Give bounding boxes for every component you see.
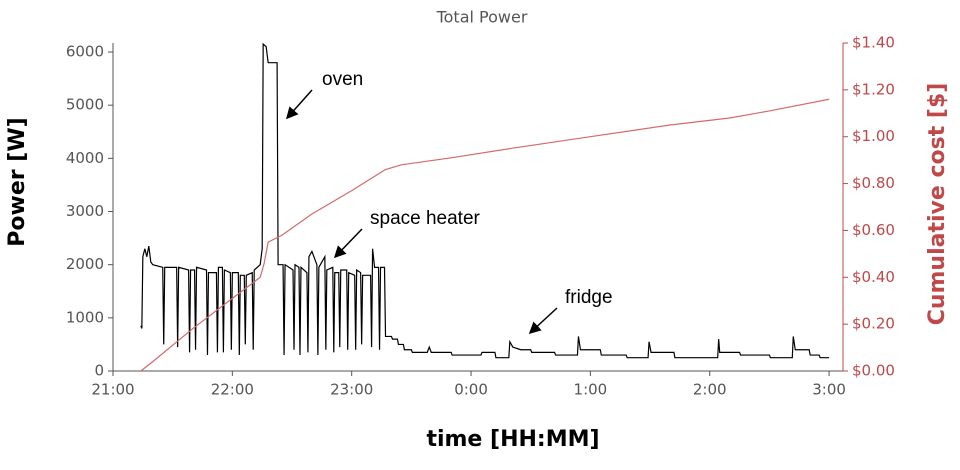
y2-tick-label: $0.00 <box>852 362 895 380</box>
y-axis-label: Power [W] <box>5 117 30 246</box>
y-tick-label: 4000 <box>66 149 104 167</box>
y2-tick-label: $0.80 <box>852 174 895 192</box>
annotation-arrow <box>528 307 558 335</box>
y2-tick-label: $0.60 <box>852 221 895 239</box>
x-tick-label: 22:00 <box>211 381 254 399</box>
y-tick-label: 2000 <box>66 255 104 273</box>
y-tick-label: 0 <box>94 362 104 380</box>
x-tick-label: 21:00 <box>91 381 134 399</box>
y-tick-label: 6000 <box>66 43 104 61</box>
series-line <box>140 42 830 359</box>
annotation: space heater <box>370 208 481 229</box>
x-tick-label: 0:00 <box>454 381 488 399</box>
y2-tick-label: $0.40 <box>852 268 895 286</box>
y-tick-label: 1000 <box>66 308 104 326</box>
y-tick-label: 5000 <box>66 96 104 114</box>
annotation-arrow <box>333 228 363 259</box>
x-tick-label: 2:00 <box>693 381 727 399</box>
annotation-arrow <box>286 89 313 120</box>
x-tick-label: 23:00 <box>330 381 373 399</box>
y2-tick-label: $0.20 <box>852 315 895 333</box>
y2-axis-label: Cumulative cost [$] <box>925 83 950 326</box>
y2-tick-label: $1.20 <box>852 80 895 98</box>
y-tick-label: 3000 <box>66 202 104 220</box>
chart-title: Total Power <box>436 8 528 27</box>
series-line <box>140 98 830 372</box>
x-tick-label: 1:00 <box>574 381 608 399</box>
x-tick-label: 3:00 <box>812 381 846 399</box>
annotation: oven <box>322 69 363 90</box>
y2-tick-label: $1.40 <box>852 34 895 52</box>
annotation: fridge <box>565 287 613 308</box>
x-axis-label: time [HH:MM] <box>426 427 599 452</box>
y2-tick-label: $1.00 <box>852 127 895 145</box>
